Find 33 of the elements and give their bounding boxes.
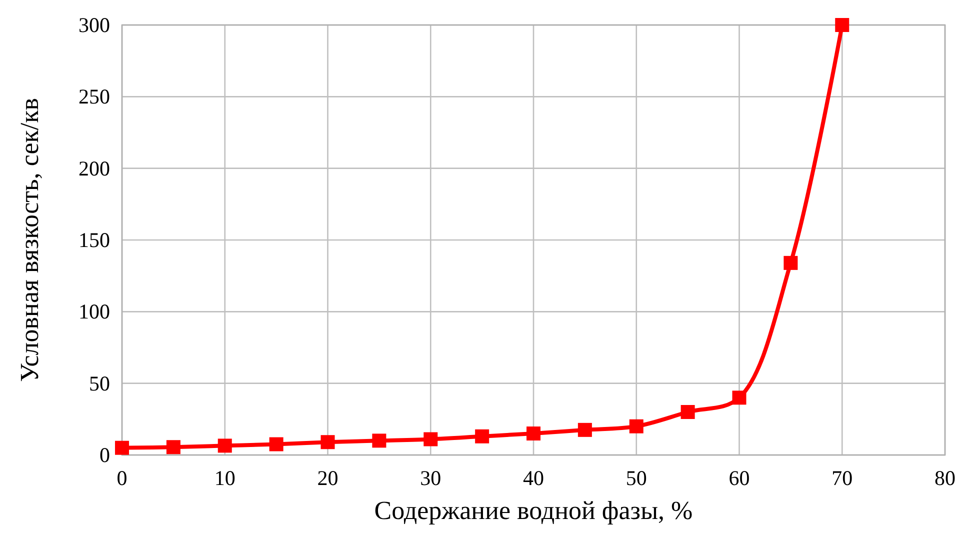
y-tick-label: 300 [78,13,110,37]
point [320,435,335,450]
point [526,426,540,440]
point [680,405,695,419]
y-tick-label: 0 [100,443,110,467]
point [732,390,746,405]
y-tick-label: 100 [78,300,110,324]
x-tick-label: 80 [934,466,956,490]
y-tick-label: 150 [78,228,110,252]
x-tick-label: 50 [626,466,647,490]
point [218,438,232,453]
y-axis-title: Условная вязкость, сек/кв [15,98,44,382]
y-tick-label: 250 [78,84,110,109]
y-tick-label: 50 [89,371,110,396]
point [269,437,284,452]
x-tick-label: 0 [116,466,128,490]
x-tick-label: 20 [317,466,338,490]
point [475,429,490,444]
point [166,440,180,454]
x-tick-label: 70 [832,466,853,490]
y-tick-label: 200 [78,156,110,180]
point [578,422,592,437]
x-tick-label: 40 [523,466,544,490]
x-tick-label: 60 [728,466,750,490]
x-axis-title: Содержание водной фазы, % [374,496,693,525]
point [115,440,129,455]
point [784,256,798,270]
point [424,432,438,446]
point [835,18,850,32]
point [629,419,644,434]
x-tick-label: 30 [420,466,442,490]
point [372,434,386,448]
x-tick-label: 10 [214,466,236,490]
